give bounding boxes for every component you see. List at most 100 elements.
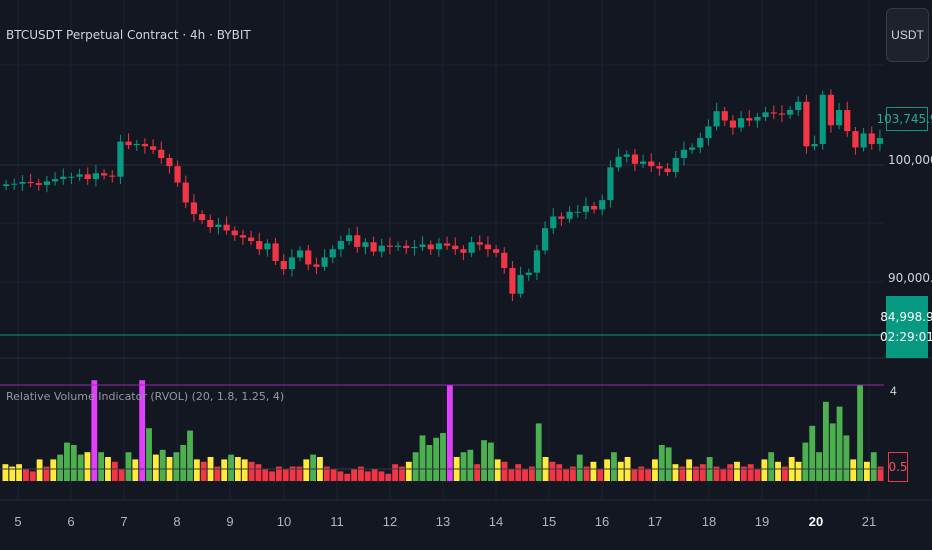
rvol-bar <box>535 423 542 481</box>
candle-body <box>460 249 467 253</box>
candle-body <box>558 216 565 219</box>
candle-body <box>541 228 549 251</box>
candle-body <box>19 181 26 184</box>
rvol-bar <box>139 380 146 481</box>
candle-body <box>386 245 394 247</box>
rvol-bar <box>269 471 275 481</box>
candle-body <box>337 241 345 250</box>
candle-body <box>207 219 214 228</box>
time-label: 8 <box>173 514 181 529</box>
candle-body <box>844 110 851 132</box>
time-label: 17 <box>647 514 663 529</box>
rvol-bar <box>255 464 262 481</box>
candle-body <box>599 200 606 210</box>
candlestick-series <box>2 89 884 302</box>
rvol-bar <box>426 445 433 481</box>
rvol-bar <box>754 469 761 481</box>
candle-body <box>550 216 557 229</box>
rvol-bar <box>2 464 9 481</box>
rvol-bar <box>877 466 884 481</box>
time-label: 20 <box>808 514 824 529</box>
candle-body <box>566 211 573 219</box>
rvol-bar <box>460 452 467 481</box>
candle-body <box>762 112 769 118</box>
candle-body <box>174 166 181 183</box>
time-label: 7 <box>120 514 128 529</box>
rvol-bar <box>809 425 816 481</box>
current-price-value: 84,998.9 <box>880 310 932 324</box>
candle-body <box>321 257 328 267</box>
rvol-bar <box>23 469 29 481</box>
time-label: 5 <box>14 514 22 529</box>
candle-body <box>680 149 688 158</box>
candle-body <box>795 101 802 111</box>
candle-body <box>51 179 59 182</box>
rvol-bar <box>241 459 248 481</box>
rvol-bar <box>665 447 672 481</box>
rvol-bar <box>57 454 64 481</box>
currency-button[interactable]: USDT <box>886 8 929 62</box>
candle-body <box>288 257 296 270</box>
candle-body <box>35 183 42 185</box>
rvol-bar <box>672 464 679 481</box>
candle-body <box>411 246 418 249</box>
candle-body <box>149 146 157 150</box>
rvol-bar <box>563 469 569 481</box>
candle-body <box>525 272 532 275</box>
rvol-bar <box>399 466 405 481</box>
candle-body <box>615 156 622 168</box>
rvol-bar <box>870 452 877 481</box>
rvol-bar <box>583 466 590 481</box>
candle-body <box>68 176 75 178</box>
candle-body <box>84 174 91 180</box>
current-price-tag: 84,998.9 02:29:01 <box>880 296 932 358</box>
rvol-bar <box>487 442 494 481</box>
rvol-bar <box>193 459 200 481</box>
rvol-bar <box>604 459 611 481</box>
rvol-bar <box>159 449 166 481</box>
rvol-bar <box>77 454 84 481</box>
candle-body <box>133 143 140 146</box>
candle-body <box>313 264 320 267</box>
time-label: 12 <box>382 514 398 529</box>
time-label: 9 <box>226 514 234 529</box>
chart-title: BTCUSDT Perpetual Contract · 4h · BYBIT <box>6 28 251 42</box>
candle-body <box>117 141 124 177</box>
rvol-bar <box>310 454 317 481</box>
rvol-bar <box>364 471 371 481</box>
rvol-bar <box>84 452 91 481</box>
candle-body <box>11 183 18 185</box>
candle-body <box>778 113 786 115</box>
candle-body <box>378 245 385 252</box>
rvol-bar <box>822 401 829 481</box>
candle-body <box>370 242 377 252</box>
rvol-bar <box>433 437 440 481</box>
candle-body <box>509 267 516 294</box>
time-label: 21 <box>861 514 877 529</box>
rvol-bar <box>474 464 481 481</box>
rvol-bar <box>214 466 221 481</box>
rvol-bar <box>412 452 419 481</box>
candle-body <box>721 111 728 121</box>
rvol-bar <box>16 464 23 481</box>
rvol-bar <box>446 385 453 481</box>
candle-body <box>656 166 663 169</box>
rvol-bar <box>303 459 310 481</box>
candle-body <box>484 244 492 250</box>
candle-body <box>158 149 165 158</box>
rvol-bar <box>173 452 180 481</box>
indicator-title[interactable]: Relative Volume Indicator (RVOL) (20, 1.… <box>6 390 285 403</box>
time-label: 16 <box>594 514 610 529</box>
rvol-bar <box>768 452 775 481</box>
candle-body <box>223 224 230 231</box>
rvol-bar <box>405 461 412 481</box>
candle-body <box>182 182 189 203</box>
candle-body <box>737 118 745 128</box>
rvol-bar <box>180 445 187 481</box>
time-label: 11 <box>330 514 344 529</box>
candle-body <box>631 154 639 164</box>
candle-body <box>688 147 696 150</box>
rvol-bar <box>187 430 193 481</box>
rvol-bar <box>118 469 125 481</box>
